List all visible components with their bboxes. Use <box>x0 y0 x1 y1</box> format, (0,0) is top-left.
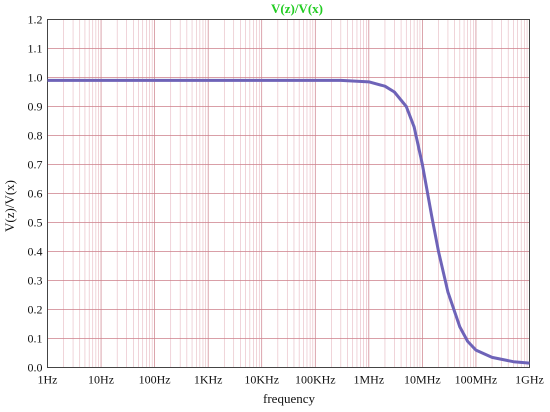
y-tick-label: 0.6 <box>28 187 43 201</box>
x-tick-label: 10Hz <box>88 373 114 387</box>
y-tick-label: 1.2 <box>28 13 43 27</box>
x-tick-label: 100MHz <box>455 373 498 387</box>
y-tick-label: 0.7 <box>28 158 43 172</box>
y-tick-label: 0.9 <box>28 100 43 114</box>
x-tick-label: 1GHz <box>515 373 544 387</box>
y-tick-label: 0.3 <box>28 274 43 288</box>
series-line <box>47 78 530 365</box>
y-tick-label: 0.8 <box>28 129 43 143</box>
x-tick-label: 1MHz <box>353 373 384 387</box>
y-tick-label: 1.1 <box>28 42 43 56</box>
y-tick-label: 0.1 <box>28 332 43 346</box>
x-tick-label: 100Hz <box>139 373 171 387</box>
y-tick-label: 0.5 <box>28 216 43 230</box>
y-tick-label: 0.0 <box>28 361 43 375</box>
y-tick-labels: 0.0 0.1 0.2 0.3 0.4 0.5 0.6 0.7 0.8 0.9 1.0 1.1 1.2 <box>28 13 43 375</box>
x-axis-label: frequency <box>263 391 315 406</box>
x-tick-label: 10KHz <box>244 373 279 387</box>
plot-border <box>47 19 530 368</box>
y-tick-label: 1.0 <box>28 71 43 85</box>
x-tick-label: 1KHz <box>194 373 223 387</box>
y-axis-label: V(z)/V(x) <box>2 180 17 232</box>
y-tick-label: 0.2 <box>28 303 43 317</box>
x-tick-label: 10MHz <box>404 373 441 387</box>
y-tick-label: 0.4 <box>28 245 43 259</box>
x-tick-label: 1Hz <box>38 373 58 387</box>
x-tick-label: 100KHz <box>295 373 336 387</box>
x-tick-labels: 1Hz 10Hz 100Hz 1KHz 10KHz 100KHz 1MHz 10MHz 100M… <box>38 373 544 387</box>
chart-title: V(z)/V(x) <box>271 1 323 16</box>
series-group <box>47 78 530 365</box>
